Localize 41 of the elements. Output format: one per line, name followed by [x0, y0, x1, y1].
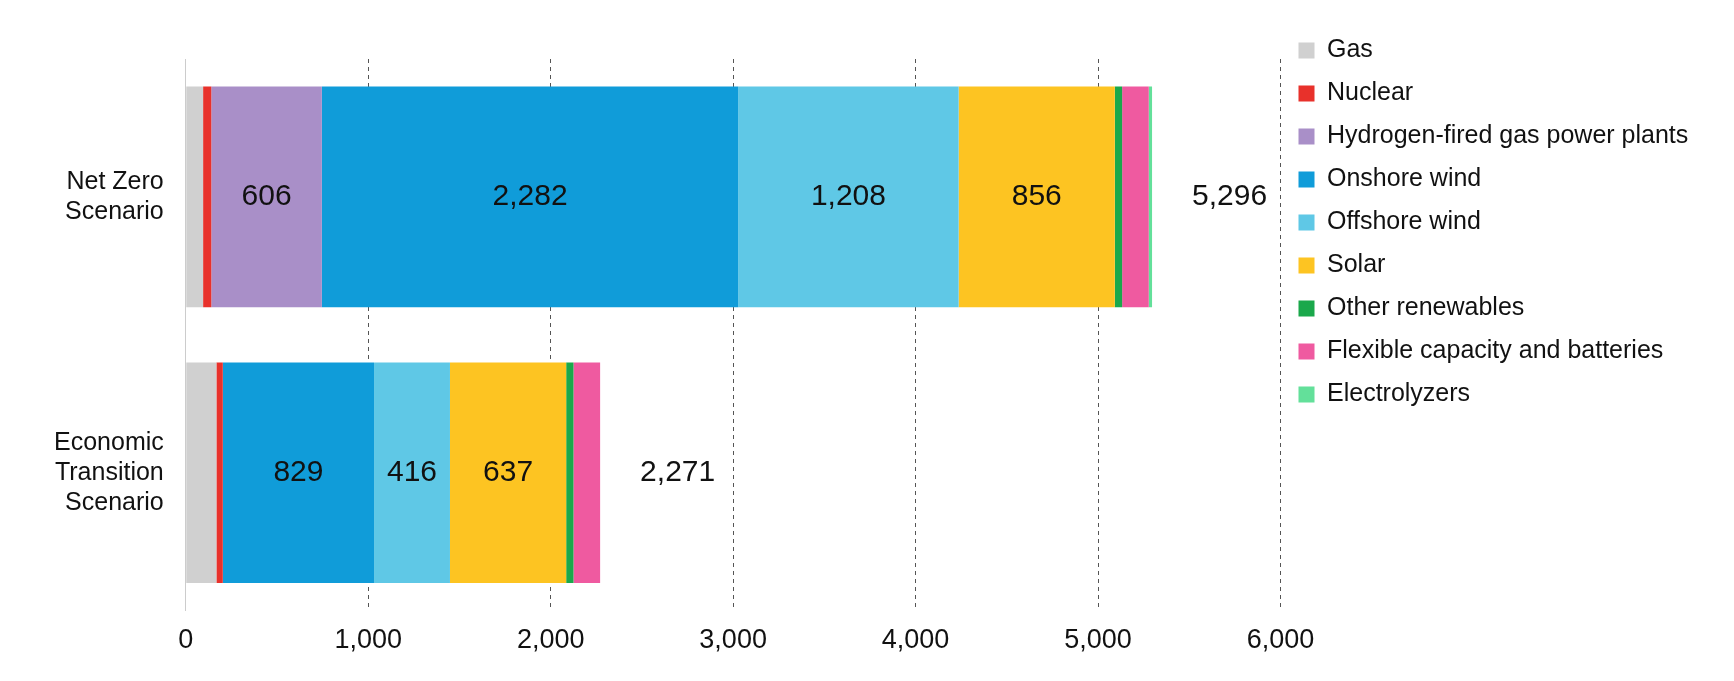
legend-label: Solar — [1327, 249, 1386, 278]
bar — [321, 86, 739, 308]
x-tick-label: 5,000 — [1064, 624, 1132, 655]
data-label: 856 — [1011, 178, 1062, 212]
data-label: 416 — [386, 453, 438, 487]
data-label: 2,282 — [492, 178, 568, 212]
data-label: 829 — [273, 453, 324, 487]
x-tick-label: 4,000 — [881, 624, 950, 655]
x-tick-label: 3,000 — [699, 624, 767, 655]
data-label: 637 — [483, 453, 534, 487]
total-label: 5,296 — [1192, 178, 1268, 212]
bar — [216, 362, 223, 584]
bar — [1122, 86, 1149, 308]
total-label: 2,271 — [640, 453, 716, 487]
legend-label: Nuclear — [1327, 77, 1414, 106]
legend-label: Hydrogen-fired gas power plants — [1327, 120, 1689, 149]
legend-label: Flexible capacity and batteries — [1327, 335, 1664, 364]
bar — [211, 86, 322, 308]
x-tick-label: 6,000 — [1246, 624, 1315, 655]
data-label: 606 — [241, 178, 292, 212]
legend-label: Offshore wind — [1327, 206, 1481, 235]
bar — [222, 362, 375, 584]
legend-label: Onshore wind — [1327, 163, 1482, 192]
bar — [566, 362, 574, 584]
bar — [1114, 86, 1123, 308]
y-tick-label: Economic Transition Scenario — [54, 426, 164, 515]
bar — [1148, 86, 1153, 308]
bar — [374, 362, 450, 584]
legend-label: Electrolyzers — [1327, 378, 1471, 407]
bar — [738, 86, 959, 308]
data-label: 1,208 — [810, 178, 886, 212]
x-tick-label: 0 — [178, 624, 194, 655]
x-tick-label: 1,000 — [334, 624, 403, 655]
bar — [573, 362, 601, 584]
x-tick-label: 2,000 — [516, 624, 585, 655]
bar — [449, 362, 567, 584]
bar — [203, 86, 212, 308]
legend-label: Gas — [1327, 34, 1373, 63]
legend-label: Other renewables — [1327, 292, 1525, 321]
y-tick-label: Net Zero Scenario — [65, 165, 164, 224]
bar — [958, 86, 1115, 308]
